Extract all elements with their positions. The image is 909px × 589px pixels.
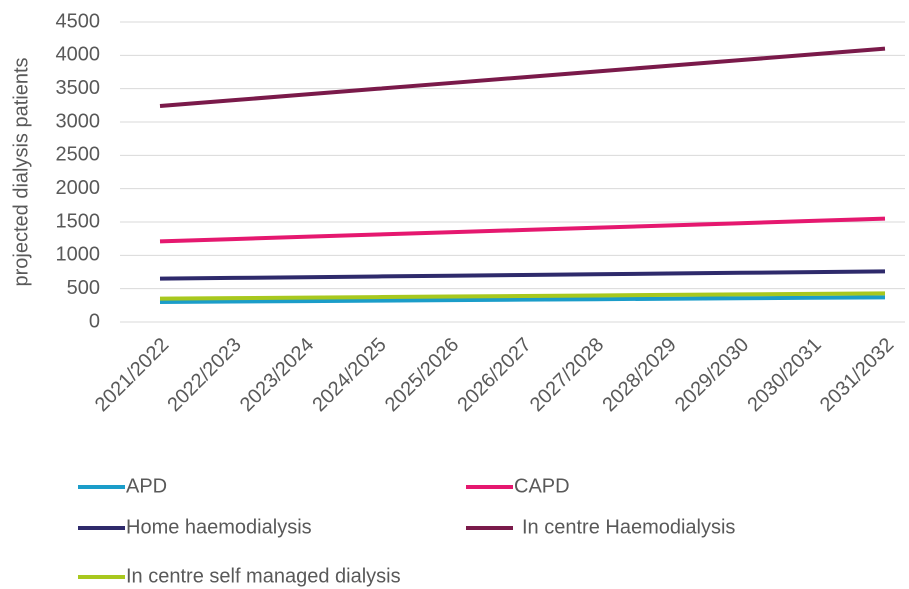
- y-tick-label: 4500: [56, 10, 101, 32]
- x-tick-label: 2027/2028: [526, 334, 608, 416]
- y-axis-label: projected dialysis patients: [10, 57, 32, 286]
- y-tick-label: 3000: [56, 110, 101, 132]
- x-tick-label: 2022/2023: [163, 334, 245, 416]
- legend-label: Home haemodialysis: [126, 516, 312, 538]
- x-tick-label: 2030/2031: [743, 334, 825, 416]
- y-tick-label: 4000: [56, 44, 101, 66]
- y-tick-label: 1500: [56, 210, 101, 232]
- x-tick-label: 2021/2022: [91, 334, 173, 416]
- x-tick-label: 2023/2024: [236, 334, 318, 416]
- legend-label: APD: [126, 475, 167, 497]
- series-line: [159, 216, 886, 244]
- y-tick-label: 1000: [56, 244, 101, 266]
- y-tick-label: 2000: [56, 177, 101, 199]
- y-tick-label: 2500: [56, 144, 101, 166]
- x-tick-label: 2026/2027: [453, 334, 535, 416]
- legend-label: In centre self managed dialysis: [126, 565, 401, 587]
- y-tick-label: 500: [67, 277, 100, 299]
- x-tick-label: 2024/2025: [308, 334, 390, 416]
- x-tick-label: 2028/2029: [598, 334, 680, 416]
- series-line: [159, 269, 886, 281]
- series-line: [159, 46, 886, 108]
- legend-label: In centre Haemodialysis: [522, 516, 735, 538]
- series-line: [159, 291, 886, 301]
- series-line: [159, 295, 886, 304]
- x-tick-label: 2025/2026: [381, 334, 463, 416]
- y-tick-label: 3500: [56, 77, 101, 99]
- x-tick-label: 2031/2032: [816, 334, 898, 416]
- y-tick-label: 0: [89, 310, 100, 332]
- legend-label: CAPD: [514, 475, 570, 497]
- x-tick-label: 2029/2030: [671, 334, 753, 416]
